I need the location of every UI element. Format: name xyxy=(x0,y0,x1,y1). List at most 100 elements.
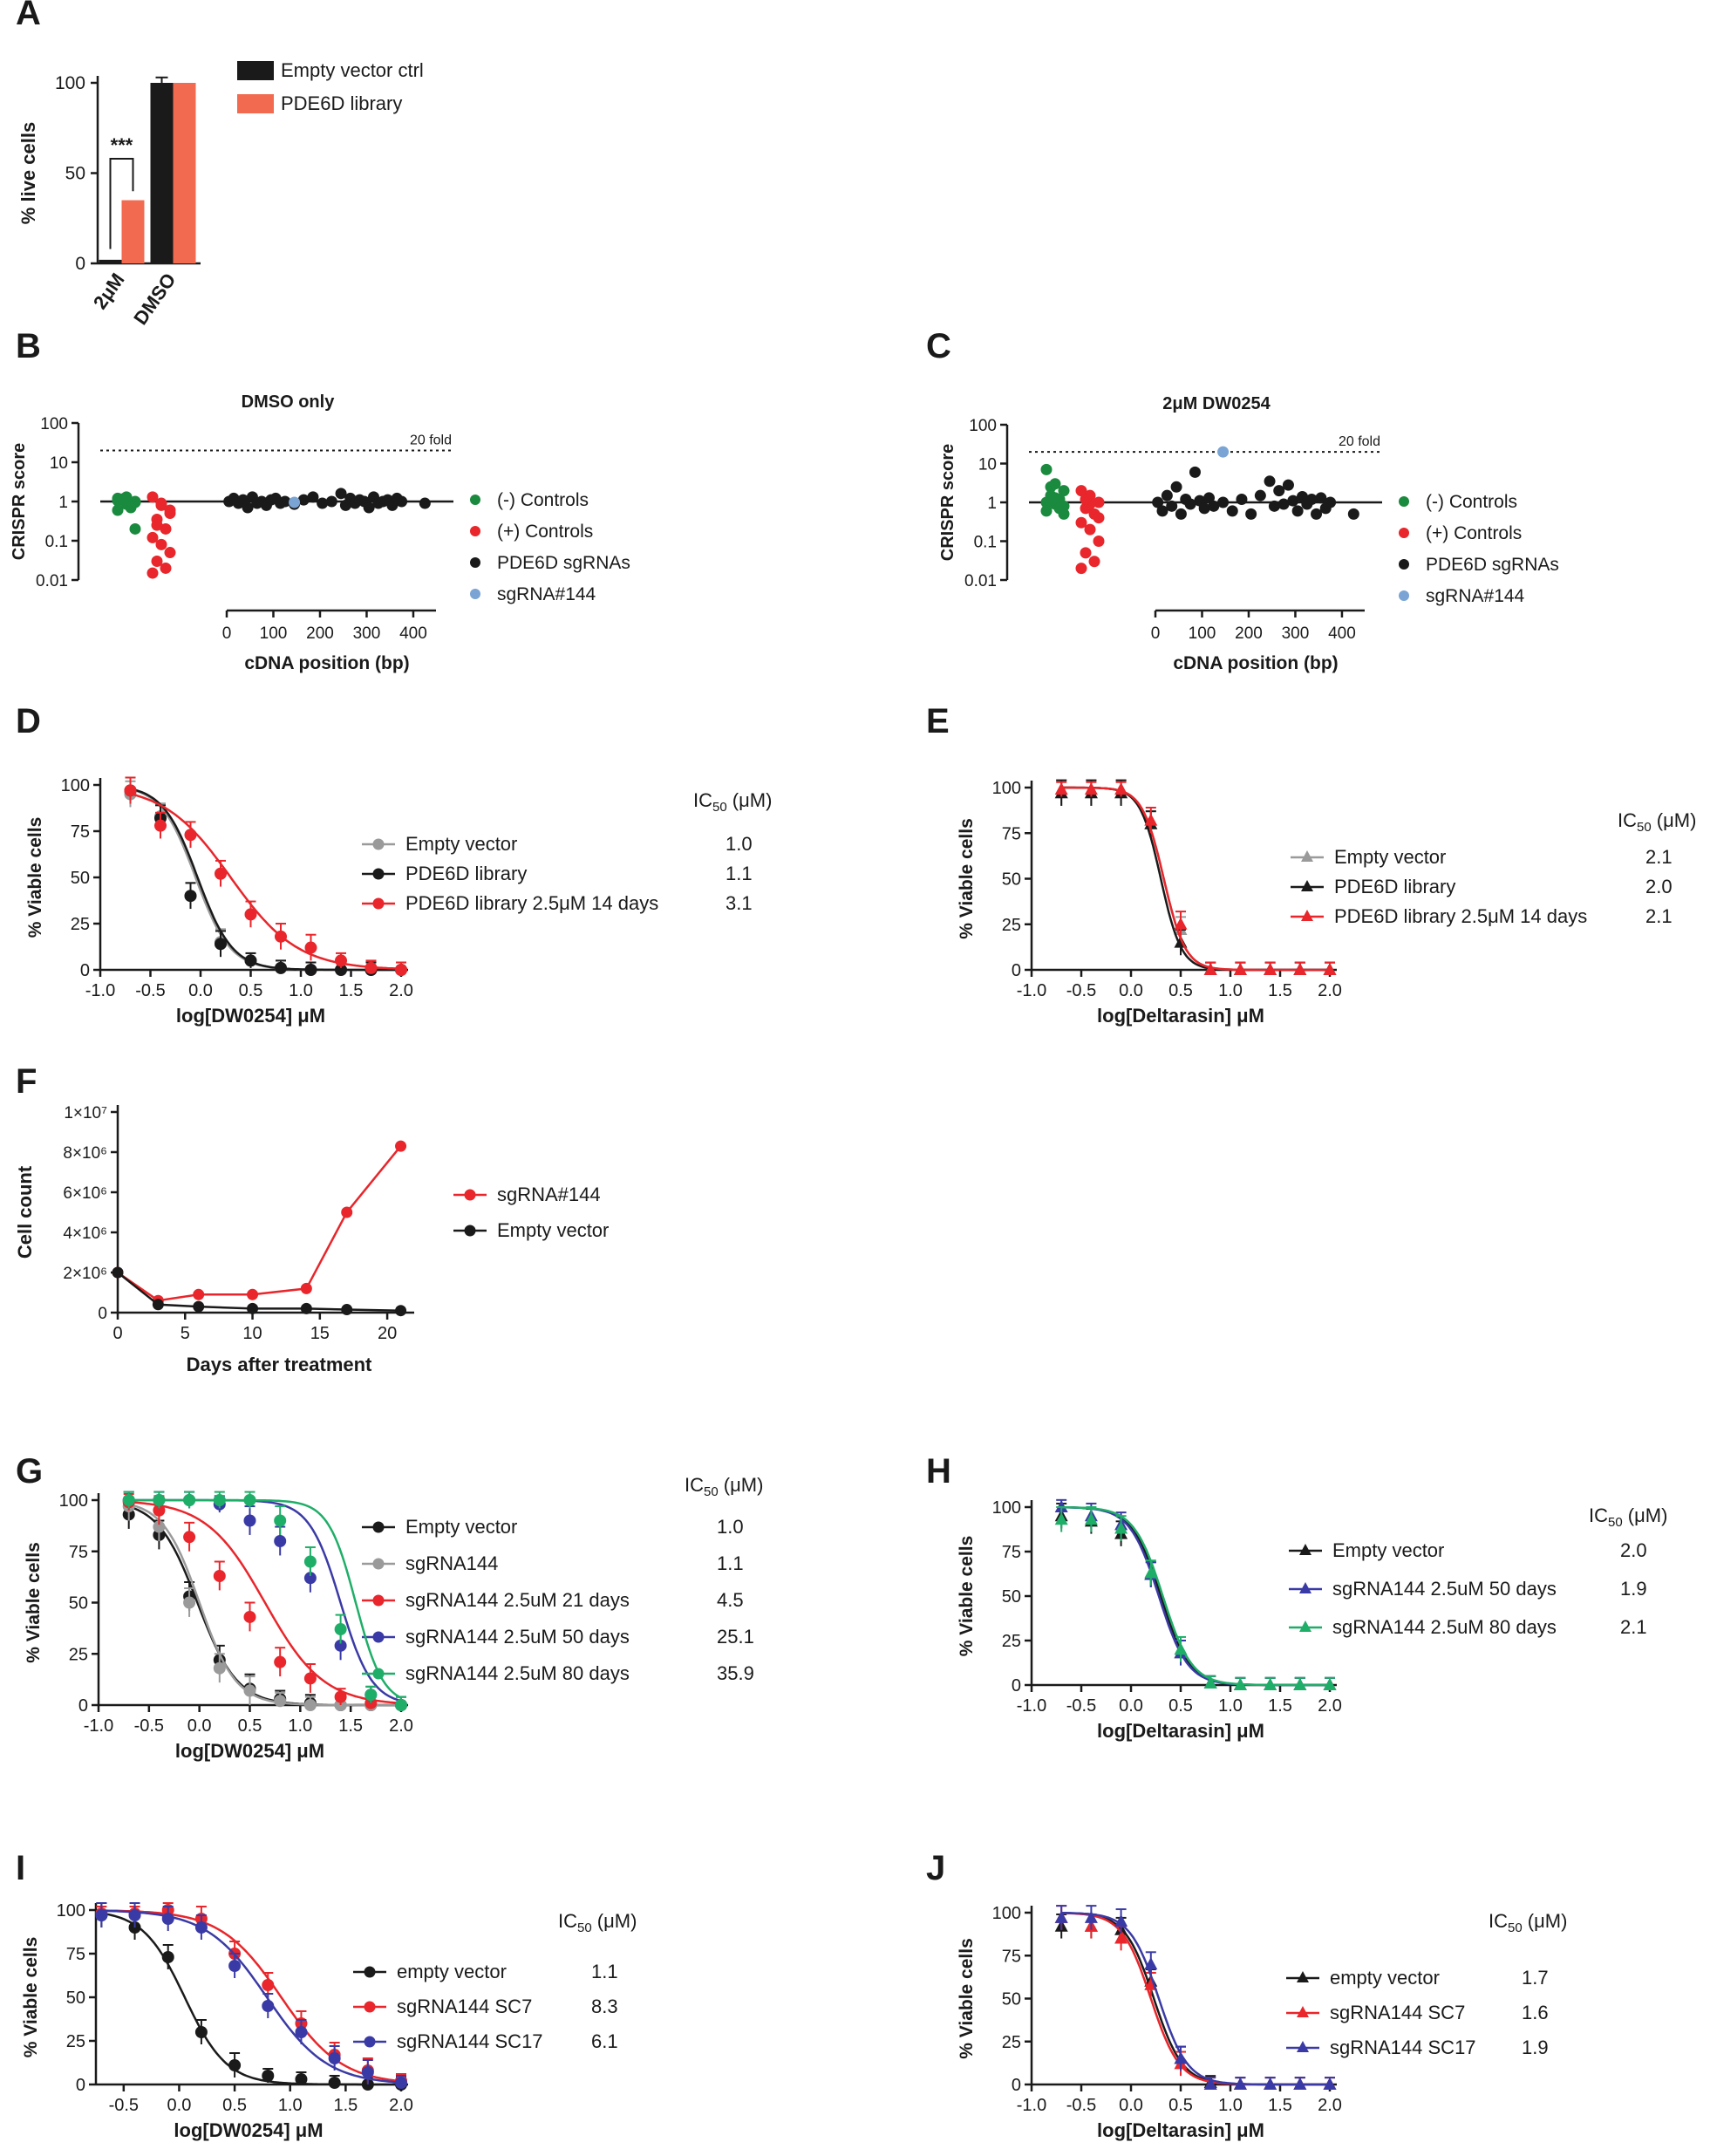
x-tick-label: 2.0 xyxy=(1318,1696,1342,1716)
ic50-value: 1.9 xyxy=(1522,2037,1549,2058)
data-point xyxy=(112,1266,124,1279)
legend-marker xyxy=(1297,2006,1309,2017)
data-point xyxy=(161,1951,174,1963)
data-point xyxy=(243,1610,256,1623)
data-point xyxy=(325,495,337,508)
data-point xyxy=(1058,485,1070,497)
data-point xyxy=(1174,917,1188,930)
legend-label: Empty vector xyxy=(405,1516,517,1538)
data-point xyxy=(1311,508,1323,520)
data-point xyxy=(364,961,378,974)
data-point xyxy=(151,519,163,531)
panel-letter: E xyxy=(926,702,950,740)
data-point xyxy=(395,964,407,976)
data-point xyxy=(303,1555,317,1568)
data-point xyxy=(1080,547,1092,559)
y-tick-label: 0 xyxy=(76,2076,85,2095)
legend-marker xyxy=(1299,1620,1311,1632)
data-point xyxy=(193,1300,205,1313)
x-tick-label: 0.0 xyxy=(1119,981,1143,1000)
y-axis-label: % Viable cells xyxy=(957,1536,977,1657)
x-tick-label: DMSO xyxy=(129,270,180,329)
legend-marker xyxy=(1399,496,1409,507)
legend-marker xyxy=(364,1966,376,1978)
legend-label: PDE6D sgRNAs xyxy=(497,553,630,573)
data-point xyxy=(1045,481,1057,493)
y-tick-label: 75 xyxy=(71,822,90,842)
data-point xyxy=(1233,2078,1247,2090)
y-tick-label: 0 xyxy=(80,961,90,980)
legend-label: empty vector xyxy=(397,1961,507,1982)
legend-marker xyxy=(364,2036,376,2048)
data-point xyxy=(1093,536,1105,547)
panel-letter: F xyxy=(16,1062,37,1101)
data-point xyxy=(1203,2078,1217,2090)
data-point xyxy=(129,522,141,535)
data-point xyxy=(228,2059,242,2071)
x-tick-label: 400 xyxy=(1328,624,1356,643)
x-tick-label: 1.5 xyxy=(1268,1696,1292,1716)
data-point xyxy=(1217,446,1230,458)
data-point xyxy=(1058,508,1070,520)
data-point xyxy=(303,1672,317,1685)
data-point xyxy=(304,941,317,954)
fit-curve xyxy=(1061,1911,1330,2086)
ic50-header: IC50 (μM) xyxy=(1589,1504,1667,1530)
x-tick-label: 100 xyxy=(260,624,288,643)
line-chart-I: 0 25 50 75 100 -0.5 0.0 0.5 1.0 1.5 2.0 % Viable ce… xyxy=(21,1901,637,2141)
legend-marker xyxy=(1301,850,1313,862)
data-point xyxy=(155,538,167,550)
legend-label: sgRNA144 2.5uM 80 days xyxy=(1332,1616,1557,1638)
y-tick-label: 100 xyxy=(57,1901,85,1921)
x-tick-label: 2.0 xyxy=(389,1716,413,1736)
data-point xyxy=(215,938,227,951)
y-tick-label: 25 xyxy=(69,1645,88,1664)
data-point xyxy=(1049,492,1061,504)
x-tick-label: 0.5 xyxy=(1168,2096,1193,2115)
data-point xyxy=(160,522,172,535)
y-axis-label: % live cells xyxy=(17,122,39,224)
data-point xyxy=(303,1699,317,1711)
x-tick-label: 1.0 xyxy=(1218,2096,1243,2115)
data-point xyxy=(289,496,301,508)
panel-letter: I xyxy=(16,1849,25,1887)
ic50-header: IC50 (μM) xyxy=(1618,809,1696,835)
legend-label: PDE6D library 2.5μM 14 days xyxy=(405,892,658,914)
data-point xyxy=(303,1572,317,1585)
legend-label: Empty vector xyxy=(1332,1539,1444,1561)
panel-letter: B xyxy=(16,327,41,365)
data-point xyxy=(128,1909,141,1921)
data-point xyxy=(1088,556,1100,568)
data-point xyxy=(300,1282,312,1294)
data-point xyxy=(183,1531,196,1544)
data-point xyxy=(184,890,197,903)
data-point xyxy=(1226,505,1238,517)
data-point xyxy=(275,961,287,974)
y-tick-label: 0 xyxy=(75,254,85,274)
data-point xyxy=(1293,2078,1307,2090)
y-tick-label: 50 xyxy=(1002,1587,1021,1607)
data-point xyxy=(1264,2078,1277,2090)
x-tick-label: 2.0 xyxy=(389,981,413,1000)
x-tick-label: -1.0 xyxy=(84,1716,113,1736)
data-point xyxy=(335,488,347,500)
y-tick-label: 75 xyxy=(69,1543,88,1562)
x-tick-label: -0.5 xyxy=(1066,981,1096,1000)
line-chart-G: 0 25 50 75 100 -1.0 -0.5 0.0 0.5 1.0 1.5 2.0 % Viabl… xyxy=(24,1474,763,1762)
legend-marker xyxy=(464,1189,476,1201)
data-point xyxy=(304,964,317,976)
x-axis-label: log[Deltarasin] μM xyxy=(1097,1005,1264,1027)
ic50-header: IC50 (μM) xyxy=(693,789,772,815)
data-point xyxy=(95,1909,108,1921)
fit-curve xyxy=(128,1505,401,1707)
ic50-value: 2.1 xyxy=(1645,905,1673,927)
legend-label: sgRNA144 SC17 xyxy=(397,2030,543,2052)
data-point xyxy=(194,2026,208,2038)
ic50-header: IC50 (μM) xyxy=(685,1474,763,1499)
x-axis-label: log[Deltarasin] μM xyxy=(1097,1720,1264,1742)
ic50-value: 6.1 xyxy=(591,2030,618,2052)
data-point xyxy=(1040,505,1053,517)
legend-marker xyxy=(470,589,480,599)
y-tick-label: 0 xyxy=(78,1696,88,1716)
x-tick-label: -0.5 xyxy=(135,981,165,1000)
